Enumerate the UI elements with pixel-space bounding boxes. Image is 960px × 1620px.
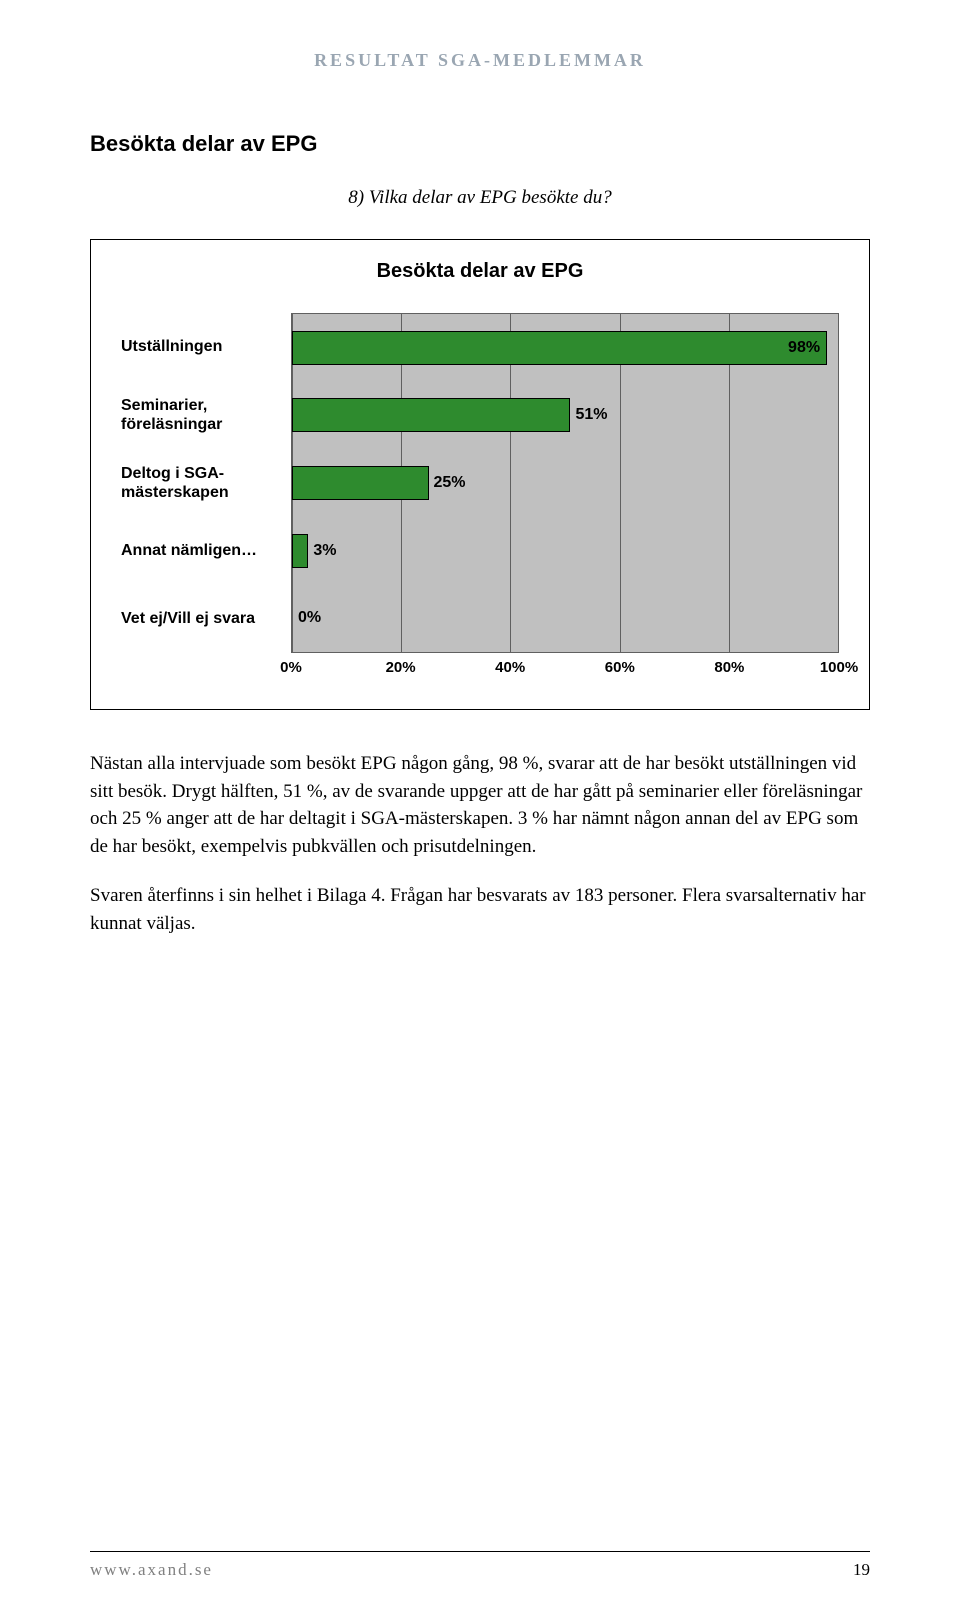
footer-url: www.axand.se <box>90 1560 213 1580</box>
y-label: Utställningen <box>121 313 281 381</box>
page-header: RESULTAT SGA-MEDLEMMAR <box>90 50 870 71</box>
bar-row: 51% <box>292 382 838 450</box>
y-label: Deltog i SGA-mästerskapen <box>121 449 281 517</box>
chart-container: Besökta delar av EPG Utställningen Semin… <box>90 239 870 710</box>
question-text: 8) Vilka delar av EPG besökte du? <box>90 187 870 209</box>
bar-value-label: 25% <box>434 474 466 492</box>
header-title: RESULTAT SGA-MEDLEMMAR <box>90 50 870 71</box>
y-label: Seminarier, föreläsningar <box>121 381 281 449</box>
chart-area: Utställningen Seminarier, föreläsningar … <box>121 313 839 653</box>
x-tick: 20% <box>386 659 416 676</box>
bar-row: 98% <box>292 314 838 382</box>
bar: 25% <box>292 466 429 500</box>
bar: 3% <box>292 534 308 568</box>
chart-plot: 98% 51% 25% 3% 0% <box>291 313 839 653</box>
page-footer: www.axand.se 19 <box>90 1551 870 1580</box>
bar: 98% <box>292 331 827 365</box>
x-tick: 100% <box>820 659 858 676</box>
footer-page: 19 <box>853 1560 870 1580</box>
bar-row: 3% <box>292 517 838 585</box>
chart-title: Besökta delar av EPG <box>121 260 839 283</box>
bar-row: 25% <box>292 449 838 517</box>
bar-value-label: 3% <box>313 542 336 560</box>
x-tick: 40% <box>495 659 525 676</box>
x-tick: 0% <box>280 659 302 676</box>
bar-value-label: 0% <box>298 609 321 627</box>
bar-value-label: 51% <box>575 406 607 424</box>
bar-value-label: 98% <box>788 339 820 357</box>
chart-bars: 98% 51% 25% 3% 0% <box>292 314 838 652</box>
y-label: Vet ej/Vill ej svara <box>121 585 281 653</box>
gridline <box>838 314 839 652</box>
x-tick: 80% <box>714 659 744 676</box>
section-title: Besökta delar av EPG <box>90 131 870 157</box>
chart-y-labels: Utställningen Seminarier, föreläsningar … <box>121 313 291 653</box>
bar-row: 0% <box>292 584 838 652</box>
paragraph: Nästan alla intervjuade som besökt EPG n… <box>90 750 870 860</box>
x-tick: 60% <box>605 659 635 676</box>
y-label: Annat nämligen… <box>121 517 281 585</box>
chart-x-axis: 0%20%40%60%80%100% <box>291 659 839 679</box>
paragraph: Svaren återfinns i sin helhet i Bilaga 4… <box>90 882 870 937</box>
bar: 51% <box>292 398 570 432</box>
